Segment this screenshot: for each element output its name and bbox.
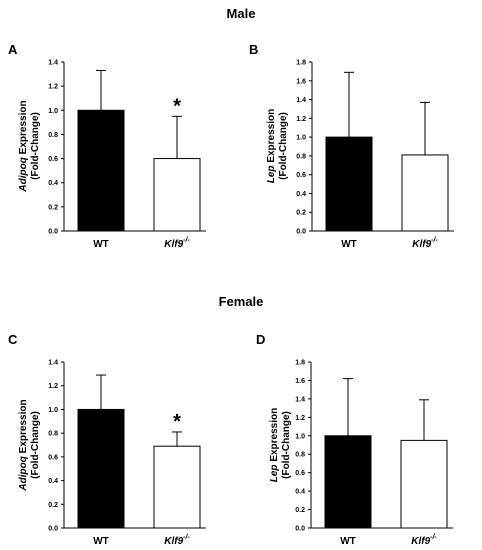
- category-label: WT: [341, 239, 357, 250]
- y-axis-label-unit: (Fold-Change): [278, 112, 289, 180]
- category-label: WT: [93, 536, 109, 547]
- y-tick-label: 0.4: [48, 478, 58, 485]
- y-tick-label: 1.4: [295, 396, 305, 403]
- chart-panel-c: C Adipoq Expression(Fold-Change) 0.0 0.2 0.4…: [8, 332, 206, 547]
- y-tick-label: 1.2: [48, 383, 58, 390]
- y-axis-label-text: Expression: [18, 399, 29, 456]
- bar: [401, 154, 449, 232]
- category-label: Klf9-/-: [411, 534, 437, 547]
- y-tick-label: 0.0: [295, 526, 305, 533]
- y-tick-label: 0.8: [48, 132, 58, 139]
- bar: [77, 408, 125, 529]
- y-tick-label: 0.4: [296, 191, 306, 198]
- significance-marker: *: [173, 95, 181, 117]
- y-axis-label-text: Expression: [266, 109, 277, 166]
- category-label: Klf9-/-: [164, 237, 190, 250]
- bar: [325, 136, 373, 232]
- category-name: WT: [93, 536, 109, 547]
- y-axis-label-unit: (Fold-Change): [30, 411, 41, 479]
- y-axis-label-gene: Adipoq: [18, 157, 29, 192]
- y-axis-label-unit: (Fold-Change): [281, 411, 292, 479]
- category-name: WT: [340, 536, 356, 547]
- y-tick-label: 1.4: [48, 360, 58, 367]
- bar: [153, 158, 201, 232]
- y-tick-label: 1.6: [295, 378, 305, 385]
- panel-letter: B: [249, 42, 258, 57]
- y-tick-label: 0.4: [48, 180, 58, 187]
- section-title-female: Female: [219, 294, 264, 309]
- significance-marker: *: [173, 411, 181, 433]
- category-name: Klf9: [411, 536, 430, 547]
- y-axis-label: Adipoq Expression(Fold-Change): [18, 100, 41, 192]
- y-axis-label-gene: Lep: [266, 165, 277, 183]
- category-name: Klf9: [164, 239, 183, 250]
- category-superscript: -/-: [430, 534, 437, 541]
- panel-letter: A: [8, 42, 18, 57]
- y-axis-label: Adipoq Expression(Fold-Change): [18, 399, 41, 491]
- y-tick-label: 1.6: [296, 78, 306, 85]
- y-tick-label: 1.0: [48, 407, 58, 414]
- category-name: Klf9: [412, 239, 431, 250]
- y-tick-label: 0.2: [296, 210, 306, 217]
- y-axis-label-text: Expression: [269, 408, 280, 465]
- section-title-male: Male: [227, 6, 256, 21]
- y-tick-label: 0.0: [48, 526, 58, 533]
- y-tick-label: 0.2: [48, 204, 58, 211]
- bar: [153, 445, 201, 529]
- bar: [77, 109, 125, 232]
- y-tick-label: 1.2: [48, 84, 58, 91]
- y-axis-label-text: Expression: [18, 100, 29, 157]
- y-tick-label: 1.8: [296, 60, 306, 67]
- bar: [324, 435, 372, 529]
- y-tick-label: 0.6: [48, 156, 58, 163]
- y-tick-label: 0.6: [295, 470, 305, 477]
- category-superscript: -/-: [183, 237, 190, 244]
- y-tick-label: 0.8: [296, 153, 306, 160]
- chart-panel-b: B Lep Expression(Fold-Change) 0.0 0.2 0.4 0.6…: [249, 42, 454, 250]
- y-tick-label: 1.0: [296, 135, 306, 142]
- y-tick-label: 0.6: [296, 172, 306, 179]
- category-label: Klf9-/-: [412, 237, 438, 250]
- category-superscript: -/-: [183, 534, 190, 541]
- y-tick-label: 1.4: [48, 60, 58, 67]
- category-label: WT: [340, 536, 356, 547]
- y-tick-label: 1.2: [295, 415, 305, 422]
- y-tick-label: 0.0: [48, 229, 58, 236]
- y-tick-label: 0.8: [48, 431, 58, 438]
- bar: [400, 439, 448, 529]
- y-tick-label: 1.4: [296, 97, 306, 104]
- y-tick-label: 1.0: [48, 108, 58, 115]
- y-tick-label: 0.4: [295, 489, 305, 496]
- panel-letter: D: [256, 332, 265, 347]
- y-tick-label: 0.2: [48, 502, 58, 509]
- category-name: WT: [341, 239, 357, 250]
- y-tick-label: 0.8: [295, 452, 305, 459]
- y-tick-label: 0.6: [48, 454, 58, 461]
- y-tick-label: 1.2: [296, 116, 306, 123]
- y-axis-label: Lep Expression(Fold-Change): [269, 408, 292, 482]
- y-tick-label: 0.2: [295, 507, 305, 514]
- category-label: Klf9-/-: [164, 534, 190, 547]
- chart-panel-a: A Adipoq Expression(Fold-Change) 0.0 0.2 0.4…: [8, 42, 206, 250]
- y-axis-label-gene: Lep: [269, 464, 280, 482]
- y-tick-label: 0.0: [296, 229, 306, 236]
- category-label: WT: [93, 239, 109, 250]
- category-superscript: -/-: [431, 237, 438, 244]
- y-tick-label: 1.8: [295, 360, 305, 367]
- panel-letter: C: [8, 332, 18, 347]
- category-name: Klf9: [164, 536, 183, 547]
- y-axis-label-gene: Adipoq: [18, 456, 29, 491]
- y-axis-label: Lep Expression(Fold-Change): [266, 109, 289, 183]
- chart-panel-d: D Lep Expression(Fold-Change) 0.0 0.2 0.4 0.6…: [256, 332, 453, 547]
- y-tick-label: 1.0: [295, 433, 305, 440]
- y-axis-label-unit: (Fold-Change): [30, 112, 41, 180]
- category-name: WT: [93, 239, 109, 250]
